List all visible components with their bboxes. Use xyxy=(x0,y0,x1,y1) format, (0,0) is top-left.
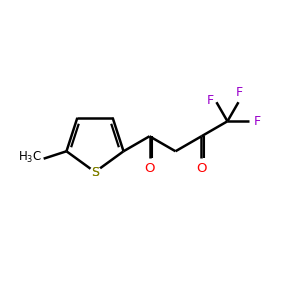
Text: H$_3$C: H$_3$C xyxy=(17,150,42,165)
Text: O: O xyxy=(196,162,207,175)
Text: O: O xyxy=(144,162,155,175)
Text: F: F xyxy=(254,115,261,128)
Text: S: S xyxy=(91,167,99,179)
Text: F: F xyxy=(206,94,214,107)
Text: F: F xyxy=(236,86,243,99)
Text: S: S xyxy=(91,167,99,179)
